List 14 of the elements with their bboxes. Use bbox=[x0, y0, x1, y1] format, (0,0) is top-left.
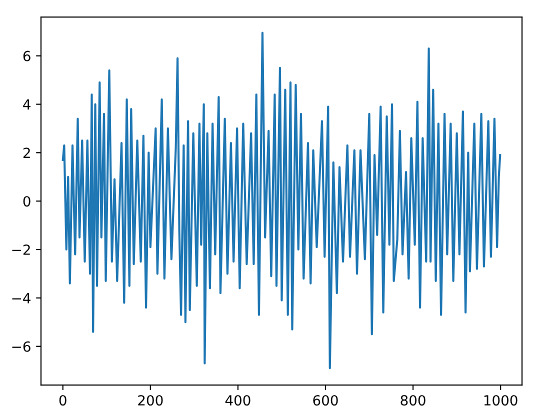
y-tick-label: −6 bbox=[12, 341, 30, 352]
y-tick-label: 0 bbox=[23, 196, 30, 207]
y-tick-label: 6 bbox=[23, 50, 30, 62]
x-tick-label: 1000 bbox=[484, 395, 518, 406]
x-tick-label: 600 bbox=[313, 395, 338, 406]
x-tick-label: 400 bbox=[225, 395, 250, 406]
line-series bbox=[62, 32, 502, 370]
y-tick-label: 2 bbox=[23, 148, 30, 158]
x-tick-label: 0 bbox=[59, 395, 66, 406]
y-tick-label: 4 bbox=[23, 99, 30, 110]
x-tick-label: 800 bbox=[400, 395, 426, 406]
y-tick-label: −4 bbox=[12, 293, 30, 304]
x-tick-label: 200 bbox=[138, 395, 163, 406]
y-tick-label: −2 bbox=[12, 244, 30, 255]
